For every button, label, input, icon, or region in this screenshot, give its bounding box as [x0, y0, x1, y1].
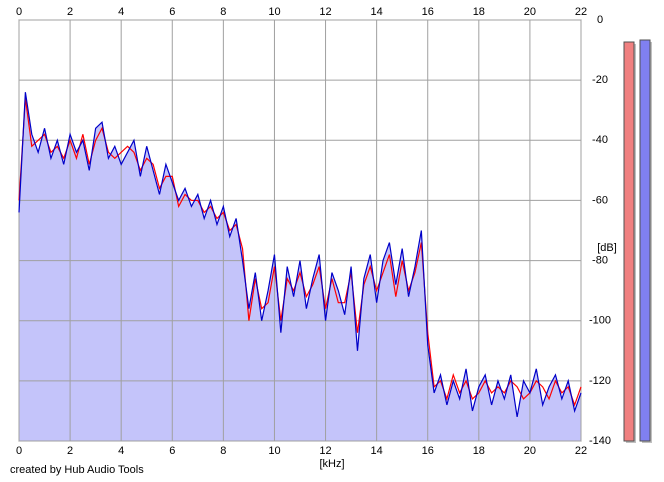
x-tick-label: 4	[118, 445, 124, 457]
x-tick-label: 12	[319, 6, 331, 18]
y-tick-label: -20	[592, 74, 608, 86]
x-tick-label: 10	[268, 6, 280, 18]
x-tick-label: 6	[169, 445, 175, 457]
x-tick-label: 4	[118, 6, 124, 18]
x-tick-label: 22	[575, 6, 587, 18]
series-line	[18, 92, 582, 418]
y-tick-label: -140	[589, 435, 611, 447]
x-tick-label: 8	[220, 6, 226, 18]
y-tick-label: -80	[592, 254, 608, 266]
y-tick-label: -100	[589, 315, 611, 327]
x-tick-label: 2	[67, 6, 73, 18]
y-axis-label: [dB]	[597, 242, 617, 254]
footer: created by Hub Audio Tools	[10, 464, 144, 476]
x-tick-label: 18	[473, 445, 485, 457]
meter-left	[623, 41, 635, 442]
x-tick-label: 20	[524, 6, 536, 18]
x-tick-label: 8	[220, 445, 226, 457]
y-tick-label: -60	[592, 194, 608, 206]
x-tick-label: 16	[422, 6, 434, 18]
x-tick-label: 14	[371, 445, 383, 457]
x-tick-label: 14	[371, 6, 383, 18]
x-tick-label: 2	[67, 445, 73, 457]
meter-right	[639, 39, 651, 442]
x-tick-label: 20	[524, 445, 536, 457]
x-tick-label: 0	[16, 445, 22, 457]
x-axis-label: [kHz]	[319, 458, 344, 470]
plot-layer	[18, 19, 582, 442]
x-tick-label: 18	[473, 6, 485, 18]
x-tick-label: 22	[575, 445, 587, 457]
x-tick-label: 10	[268, 445, 280, 457]
y-tick-label: -120	[589, 375, 611, 387]
x-tick-label: 12	[319, 445, 331, 457]
x-tick-label: 6	[169, 6, 175, 18]
area	[19, 92, 581, 442]
y-tick-label: 0	[597, 14, 603, 26]
x-tick-label: 0	[16, 6, 22, 18]
y-tick-label: -40	[592, 134, 608, 146]
x-tick-label: 16	[422, 445, 434, 457]
